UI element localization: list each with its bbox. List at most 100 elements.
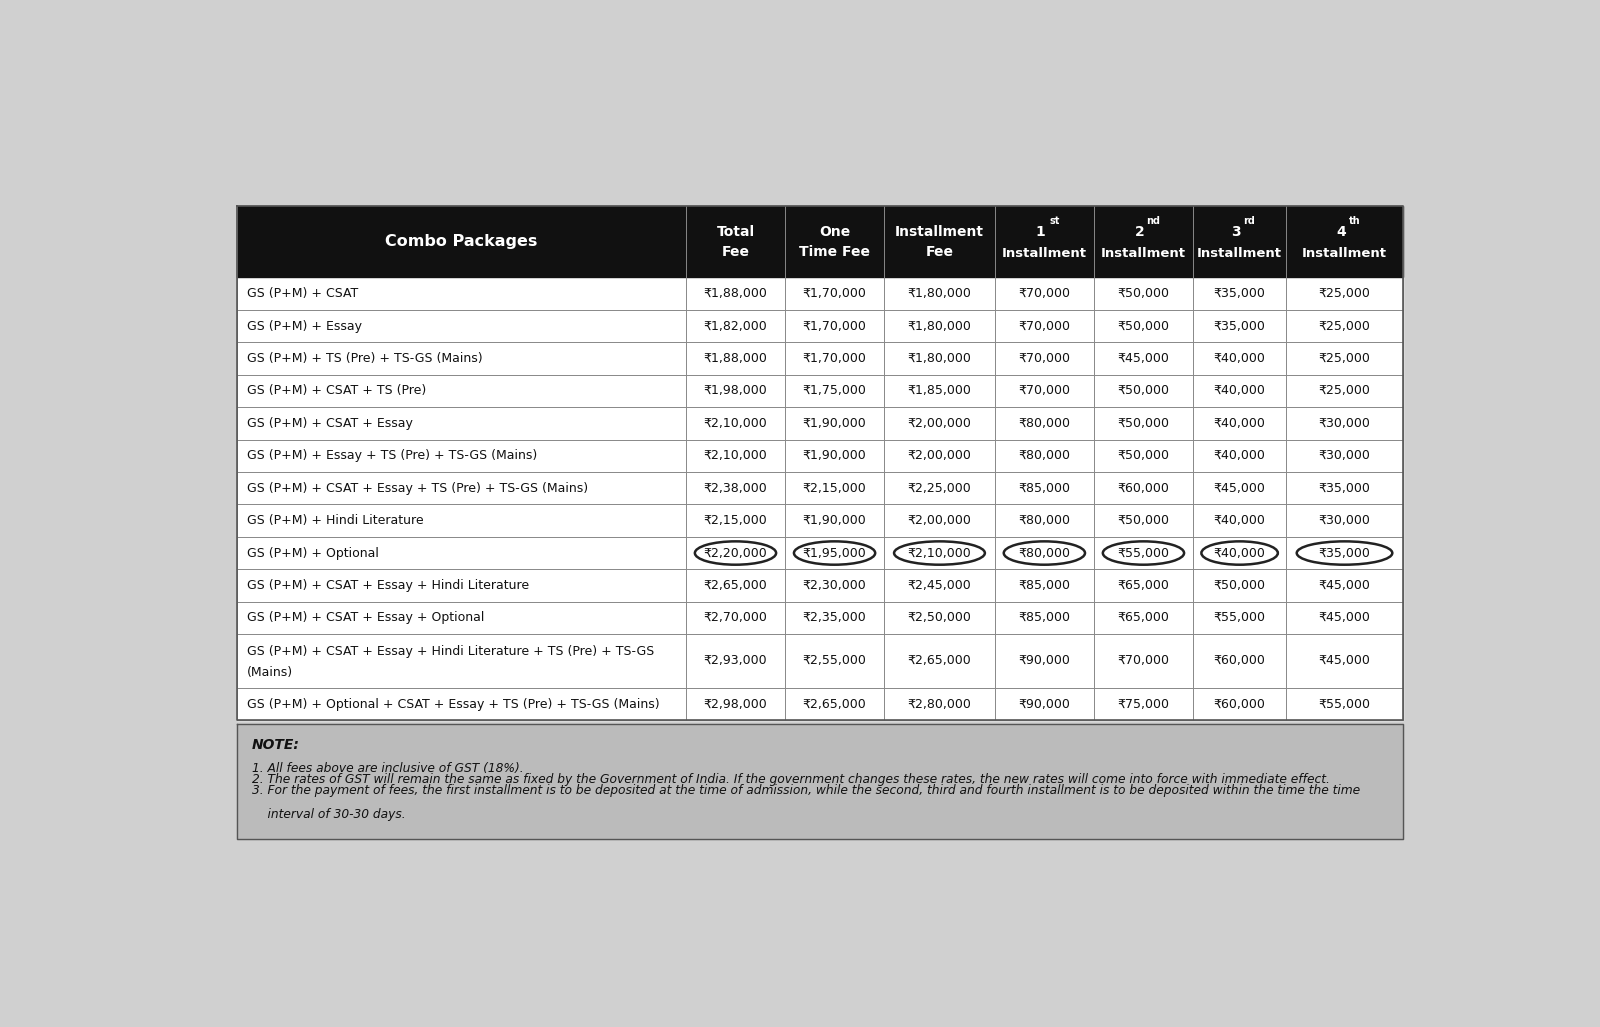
Text: (Mains): (Mains) — [246, 667, 293, 679]
Text: 1. All fees above are inclusive of GST (18%).: 1. All fees above are inclusive of GST (… — [253, 762, 523, 775]
Text: ₹1,90,000: ₹1,90,000 — [803, 449, 867, 462]
Text: ₹2,15,000: ₹2,15,000 — [803, 482, 867, 495]
Bar — [237, 569, 1403, 602]
Text: ₹1,75,000: ₹1,75,000 — [803, 384, 867, 397]
Text: ₹40,000: ₹40,000 — [1214, 384, 1266, 397]
Text: ₹80,000: ₹80,000 — [1018, 417, 1070, 430]
Text: ₹1,70,000: ₹1,70,000 — [803, 288, 867, 300]
Text: ₹45,000: ₹45,000 — [1318, 654, 1371, 668]
Text: ₹45,000: ₹45,000 — [1117, 352, 1170, 365]
Text: rd: rd — [1243, 216, 1256, 226]
Text: 2. The rates of GST will remain the same as fixed by the Government of India. If: 2. The rates of GST will remain the same… — [253, 773, 1330, 787]
Text: nd: nd — [1146, 216, 1160, 226]
Text: ₹70,000: ₹70,000 — [1117, 654, 1170, 668]
Text: Combo Packages: Combo Packages — [386, 234, 538, 250]
Text: ₹35,000: ₹35,000 — [1214, 319, 1266, 333]
Text: ₹50,000: ₹50,000 — [1117, 417, 1170, 430]
Text: GS (P+M) + Hindi Literature: GS (P+M) + Hindi Literature — [246, 515, 424, 527]
Bar — [237, 602, 1403, 634]
Text: ₹1,85,000: ₹1,85,000 — [907, 384, 971, 397]
Bar — [237, 537, 1403, 569]
Text: ₹55,000: ₹55,000 — [1318, 697, 1371, 711]
Text: 1: 1 — [1035, 225, 1045, 239]
Text: ₹1,90,000: ₹1,90,000 — [803, 515, 867, 527]
Text: ₹2,65,000: ₹2,65,000 — [907, 654, 971, 668]
Text: ₹2,10,000: ₹2,10,000 — [907, 546, 971, 560]
Bar — [237, 440, 1403, 472]
Text: 4: 4 — [1336, 225, 1346, 239]
Text: ₹65,000: ₹65,000 — [1117, 579, 1170, 592]
Bar — [237, 342, 1403, 375]
Text: ₹35,000: ₹35,000 — [1318, 546, 1371, 560]
Bar — [237, 407, 1403, 440]
Text: ₹50,000: ₹50,000 — [1117, 515, 1170, 527]
Text: ₹2,45,000: ₹2,45,000 — [907, 579, 971, 592]
Text: ₹35,000: ₹35,000 — [1214, 288, 1266, 300]
Text: ₹75,000: ₹75,000 — [1117, 697, 1170, 711]
Text: ₹2,55,000: ₹2,55,000 — [803, 654, 867, 668]
Text: GS (P+M) + Optional + CSAT + Essay + TS (Pre) + TS-GS (Mains): GS (P+M) + Optional + CSAT + Essay + TS … — [246, 697, 659, 711]
Text: ₹70,000: ₹70,000 — [1018, 319, 1070, 333]
Bar — [237, 724, 1403, 839]
Text: Total
Fee: Total Fee — [717, 225, 755, 259]
Text: ₹1,70,000: ₹1,70,000 — [803, 352, 867, 365]
Text: ₹50,000: ₹50,000 — [1117, 449, 1170, 462]
Text: ₹1,82,000: ₹1,82,000 — [704, 319, 768, 333]
Text: ₹2,00,000: ₹2,00,000 — [907, 449, 971, 462]
Text: ₹1,95,000: ₹1,95,000 — [803, 546, 867, 560]
Text: ₹2,65,000: ₹2,65,000 — [704, 579, 768, 592]
Text: ₹1,70,000: ₹1,70,000 — [803, 319, 867, 333]
Text: ₹1,80,000: ₹1,80,000 — [907, 352, 971, 365]
Bar — [237, 472, 1403, 504]
Text: ₹2,10,000: ₹2,10,000 — [704, 417, 768, 430]
Text: ₹85,000: ₹85,000 — [1018, 579, 1070, 592]
Text: Installment
Fee: Installment Fee — [894, 225, 984, 259]
Text: GS (P+M) + CSAT + Essay: GS (P+M) + CSAT + Essay — [246, 417, 413, 430]
Text: ₹80,000: ₹80,000 — [1018, 546, 1070, 560]
Text: ₹2,70,000: ₹2,70,000 — [704, 611, 768, 624]
Text: ₹2,35,000: ₹2,35,000 — [803, 611, 867, 624]
Text: ₹85,000: ₹85,000 — [1018, 482, 1070, 495]
Text: ₹40,000: ₹40,000 — [1214, 449, 1266, 462]
Text: GS (P+M) + CSAT + Essay + Hindi Literature: GS (P+M) + CSAT + Essay + Hindi Literatu… — [246, 579, 530, 592]
Text: GS (P+M) + Essay + TS (Pre) + TS-GS (Mains): GS (P+M) + Essay + TS (Pre) + TS-GS (Mai… — [246, 449, 538, 462]
Text: ₹45,000: ₹45,000 — [1318, 579, 1371, 592]
Bar — [237, 688, 1403, 720]
Text: ₹60,000: ₹60,000 — [1214, 697, 1266, 711]
Text: ₹65,000: ₹65,000 — [1117, 611, 1170, 624]
Text: ₹45,000: ₹45,000 — [1318, 611, 1371, 624]
Text: ₹1,88,000: ₹1,88,000 — [704, 352, 768, 365]
Text: ₹1,88,000: ₹1,88,000 — [704, 288, 768, 300]
Text: One
Time Fee: One Time Fee — [798, 225, 870, 259]
Text: ₹50,000: ₹50,000 — [1117, 288, 1170, 300]
Text: ₹55,000: ₹55,000 — [1117, 546, 1170, 560]
Text: ₹2,80,000: ₹2,80,000 — [907, 697, 971, 711]
Text: GS (P+M) + CSAT + TS (Pre): GS (P+M) + CSAT + TS (Pre) — [246, 384, 426, 397]
Text: ₹30,000: ₹30,000 — [1318, 449, 1371, 462]
Text: ₹2,00,000: ₹2,00,000 — [907, 417, 971, 430]
Text: ₹50,000: ₹50,000 — [1117, 384, 1170, 397]
Text: ₹2,50,000: ₹2,50,000 — [907, 611, 971, 624]
Text: Installment: Installment — [1302, 248, 1387, 260]
Text: ₹25,000: ₹25,000 — [1318, 352, 1371, 365]
Text: ₹2,00,000: ₹2,00,000 — [907, 515, 971, 527]
Text: ₹35,000: ₹35,000 — [1318, 482, 1371, 495]
Text: Installment: Installment — [1101, 248, 1186, 260]
Text: ₹2,93,000: ₹2,93,000 — [704, 654, 768, 668]
Bar — [237, 375, 1403, 407]
Text: GS (P+M) + CSAT + Essay + Hindi Literature + TS (Pre) + TS-GS: GS (P+M) + CSAT + Essay + Hindi Literatu… — [246, 645, 654, 658]
Text: ₹40,000: ₹40,000 — [1214, 352, 1266, 365]
Text: ₹90,000: ₹90,000 — [1019, 697, 1070, 711]
Text: interval of 30-30 days.: interval of 30-30 days. — [253, 808, 406, 821]
Text: 3. For the payment of fees, the first installment is to be deposited at the time: 3. For the payment of fees, the first in… — [253, 785, 1360, 797]
Text: ₹80,000: ₹80,000 — [1018, 515, 1070, 527]
Text: ₹50,000: ₹50,000 — [1214, 579, 1266, 592]
Text: ₹60,000: ₹60,000 — [1117, 482, 1170, 495]
Text: ₹70,000: ₹70,000 — [1018, 384, 1070, 397]
Text: ₹70,000: ₹70,000 — [1018, 352, 1070, 365]
Text: ₹55,000: ₹55,000 — [1214, 611, 1266, 624]
Text: ₹30,000: ₹30,000 — [1318, 515, 1371, 527]
Bar — [237, 634, 1403, 688]
Text: ₹1,90,000: ₹1,90,000 — [803, 417, 867, 430]
Text: ₹45,000: ₹45,000 — [1214, 482, 1266, 495]
